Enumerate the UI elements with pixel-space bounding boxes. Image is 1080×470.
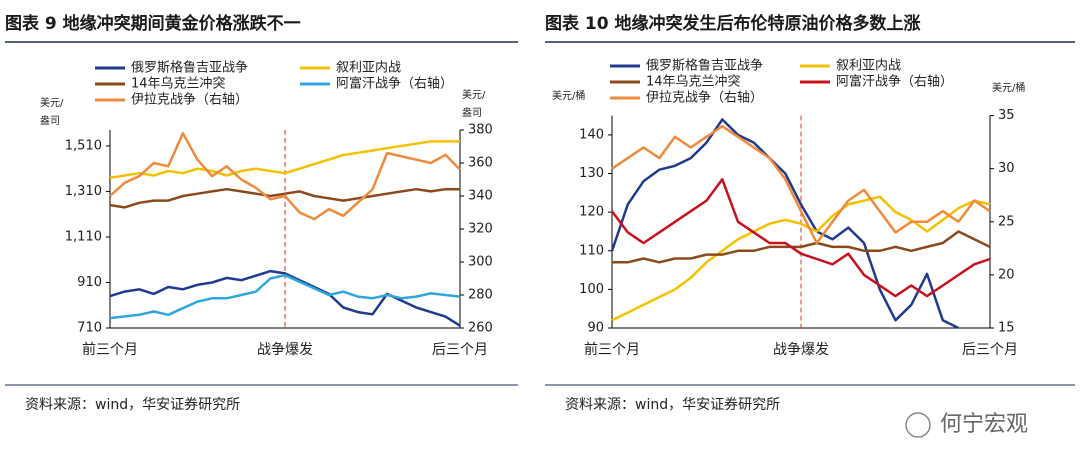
y-tick-label: 100 xyxy=(579,282,604,297)
legend-label: 叙利亚内战 xyxy=(836,58,901,74)
y-tick-label: 1,110 xyxy=(65,229,102,244)
watermark-icon xyxy=(905,412,931,438)
series-line xyxy=(612,230,991,264)
series-line xyxy=(109,140,460,180)
x-tick-label: 战争爆发 xyxy=(257,342,313,358)
x-tick-label: 前三个月 xyxy=(82,341,138,358)
y2-tick-label: 35 xyxy=(998,108,1015,123)
legend-label: 俄罗斯格鲁吉亚战争 xyxy=(131,60,248,76)
y2-tick-label: 30 xyxy=(998,161,1015,176)
y2-axis-label: 美元/桶 xyxy=(992,81,1025,94)
chart-title: 图表 10 地缘冲突发生后布伦特原油价格多数上涨 xyxy=(545,13,921,34)
y-tick-label: 120 xyxy=(579,205,604,220)
series-line xyxy=(109,273,461,320)
series-line xyxy=(109,187,460,209)
series-line xyxy=(109,269,461,327)
y2-tick-label: 300 xyxy=(468,255,493,270)
series-line xyxy=(611,195,991,322)
watermark: 何宁宏观 xyxy=(940,412,1028,437)
y-tick-label: 130 xyxy=(579,166,604,181)
source: 资料来源：wind，华安证券研究所 xyxy=(565,397,780,413)
series-line xyxy=(610,118,960,330)
y2-axis-label: 盎司 xyxy=(462,106,482,119)
y-tick-label: 910 xyxy=(77,275,102,290)
legend-label: 阿富汗战争（右轴） xyxy=(836,74,953,90)
y-tick-label: 1,510 xyxy=(65,138,102,153)
y2-axis-label: 美元/ xyxy=(462,88,486,101)
y2-tick-label: 280 xyxy=(468,288,493,303)
y-axis-label: 美元/桶 xyxy=(552,89,585,102)
x-tick-label: 后三个月 xyxy=(962,342,1018,358)
y2-tick-label: 340 xyxy=(468,189,493,204)
x-tick-label: 战争爆发 xyxy=(773,342,829,358)
x-tick-label: 后三个月 xyxy=(432,342,488,358)
y-tick-label: 140 xyxy=(579,127,604,142)
legend-label: 叙利亚内战 xyxy=(336,60,401,76)
series-line xyxy=(109,132,461,221)
y2-tick-label: 25 xyxy=(998,214,1015,229)
y2-tick-label: 380 xyxy=(468,123,493,138)
chart-title: 图表 9 地缘冲突期间黄金价格涨跌不一 xyxy=(5,13,301,34)
y-tick-label: 710 xyxy=(77,321,102,336)
y-tick-label: 1,310 xyxy=(65,184,102,199)
y2-tick-label: 360 xyxy=(468,156,493,171)
legend-label: 阿富汗战争（右轴） xyxy=(336,76,453,92)
y2-tick-label: 15 xyxy=(998,321,1015,336)
y-axis-label: 美元/ xyxy=(40,96,64,109)
legend-label: 14年乌克兰冲突 xyxy=(646,74,741,90)
legend-label: 伊拉克战争（右轴） xyxy=(646,91,763,106)
y2-tick-label: 320 xyxy=(468,222,493,237)
legend-label: 14年乌克兰冲突 xyxy=(131,76,226,92)
x-tick-label: 前三个月 xyxy=(584,341,640,358)
y-tick-label: 110 xyxy=(579,243,604,258)
legend-label: 伊拉克战争（右轴） xyxy=(131,93,248,108)
series-line xyxy=(610,178,991,298)
y-tick-label: 90 xyxy=(587,321,604,336)
legend-label: 俄罗斯格鲁吉亚战争 xyxy=(646,58,763,74)
series-line xyxy=(611,124,991,245)
y2-tick-label: 20 xyxy=(998,267,1015,282)
source: 资料来源：wind，华安证券研究所 xyxy=(25,397,240,413)
y-axis-label: 盎司 xyxy=(40,114,60,127)
y2-tick-label: 260 xyxy=(468,321,493,336)
